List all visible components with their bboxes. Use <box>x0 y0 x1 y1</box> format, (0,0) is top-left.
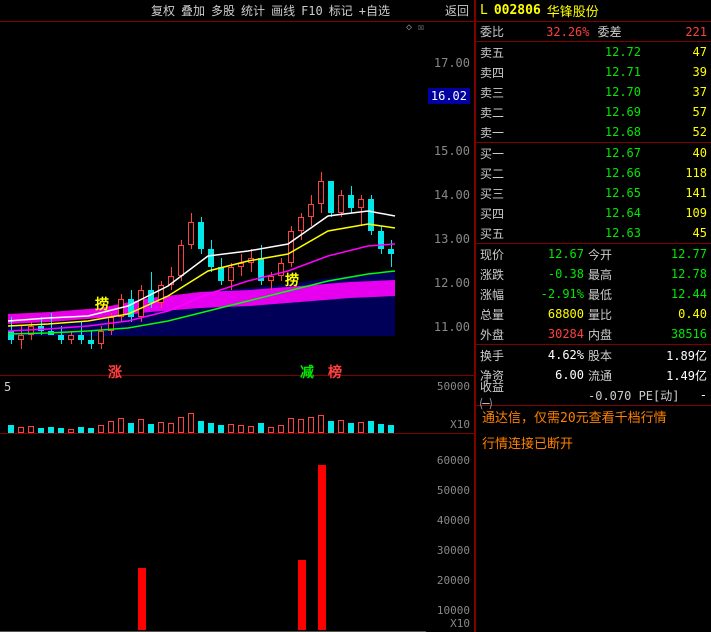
message: 行情连接已断开 <box>476 432 711 458</box>
orderbook-row[interactable]: 卖三12.7037 <box>476 82 711 102</box>
indicator-chart[interactable]: 60000 50000 40000 30000 20000 10000 X10 <box>0 434 474 632</box>
orderbook-row[interactable]: 买一12.6740 <box>476 143 711 163</box>
stat-row: 收益㈠-0.070 PE[动]- <box>476 385 711 405</box>
indicator-tick: 10000 <box>437 604 470 617</box>
y-tick: 17.00 <box>426 56 470 70</box>
bot-mult: X10 <box>450 617 470 630</box>
message: 通达信，仅需20元查看千档行情 <box>476 406 711 432</box>
stock-code[interactable]: 002806 <box>494 3 541 18</box>
orderbook-row[interactable]: 买四12.64109 <box>476 203 711 223</box>
toolbar-叠加[interactable]: 叠加 <box>180 2 206 19</box>
orderbook-row[interactable]: 卖一12.6852 <box>476 122 711 142</box>
candlestick-chart[interactable]: 17.0016.0215.0014.0013.0012.0011.00 捞涨捞减… <box>0 36 474 376</box>
order-ratio-row: 委比 32.26% 委差 221 <box>476 22 711 42</box>
stat-row: 换手4.62%股本1.89亿 <box>476 345 711 365</box>
chart-annotation: 捞 <box>95 294 109 314</box>
y-tick: 15.00 <box>426 144 470 158</box>
y-tick: 14.00 <box>426 188 470 202</box>
indicator-tick: 40000 <box>437 514 470 527</box>
toolbar-统计[interactable]: 统计 <box>240 2 266 19</box>
toolbar: 复权叠加多股统计画线 F10 标记+自选 返回 <box>0 0 474 22</box>
indicator-tick: 20000 <box>437 574 470 587</box>
vol-tick: 50000 <box>437 380 470 393</box>
indicator-tick: 30000 <box>437 544 470 557</box>
stock-header: L 002806 华锋股份 <box>476 0 711 22</box>
quote-row: 外盘30284内盘38516 <box>476 324 711 344</box>
toolbar-返回[interactable]: 返回 <box>444 2 470 19</box>
orderbook-row[interactable]: 卖二12.6957 <box>476 102 711 122</box>
toolbar-F10[interactable]: F10 <box>300 4 324 18</box>
toolbar-标记[interactable]: 标记 <box>328 2 354 19</box>
indicator-tick: 60000 <box>437 454 470 467</box>
toolbar-+自选[interactable]: +自选 <box>358 2 391 19</box>
toolbar-复权[interactable]: 复权 <box>150 2 176 19</box>
vol-mult: X10 <box>450 418 470 431</box>
stock-prefix: L <box>480 3 488 18</box>
quote-row: 涨跌-0.38最高12.78 <box>476 264 711 284</box>
vol-label: 5 <box>4 380 11 394</box>
toolbar-icons: ◇ ☒ <box>0 22 474 36</box>
volume-chart[interactable]: 5 50000 X10 <box>0 376 474 434</box>
orderbook-row[interactable]: 卖四12.7139 <box>476 62 711 82</box>
toolbar-画线[interactable]: 画线 <box>270 2 296 19</box>
y-tick: 12.00 <box>426 276 470 290</box>
current-price-tag: 16.02 <box>428 88 470 104</box>
toolbar-多股[interactable]: 多股 <box>210 2 236 19</box>
quote-row: 总量68800量比0.40 <box>476 304 711 324</box>
quote-row: 涨幅-2.91%最低12.44 <box>476 284 711 304</box>
y-tick: 11.00 <box>426 320 470 334</box>
indicator-tick: 50000 <box>437 484 470 497</box>
y-tick: 13.00 <box>426 232 470 246</box>
orderbook-row[interactable]: 买三12.65141 <box>476 183 711 203</box>
orderbook-row[interactable]: 买二12.66118 <box>476 163 711 183</box>
orderbook-row[interactable]: 卖五12.7247 <box>476 42 711 62</box>
quote-row: 现价12.67今开12.77 <box>476 244 711 264</box>
stock-name[interactable]: 华锋股份 <box>547 1 599 20</box>
orderbook-row[interactable]: 买五12.6345 <box>476 223 711 243</box>
chart-annotation: 捞 <box>285 270 299 290</box>
